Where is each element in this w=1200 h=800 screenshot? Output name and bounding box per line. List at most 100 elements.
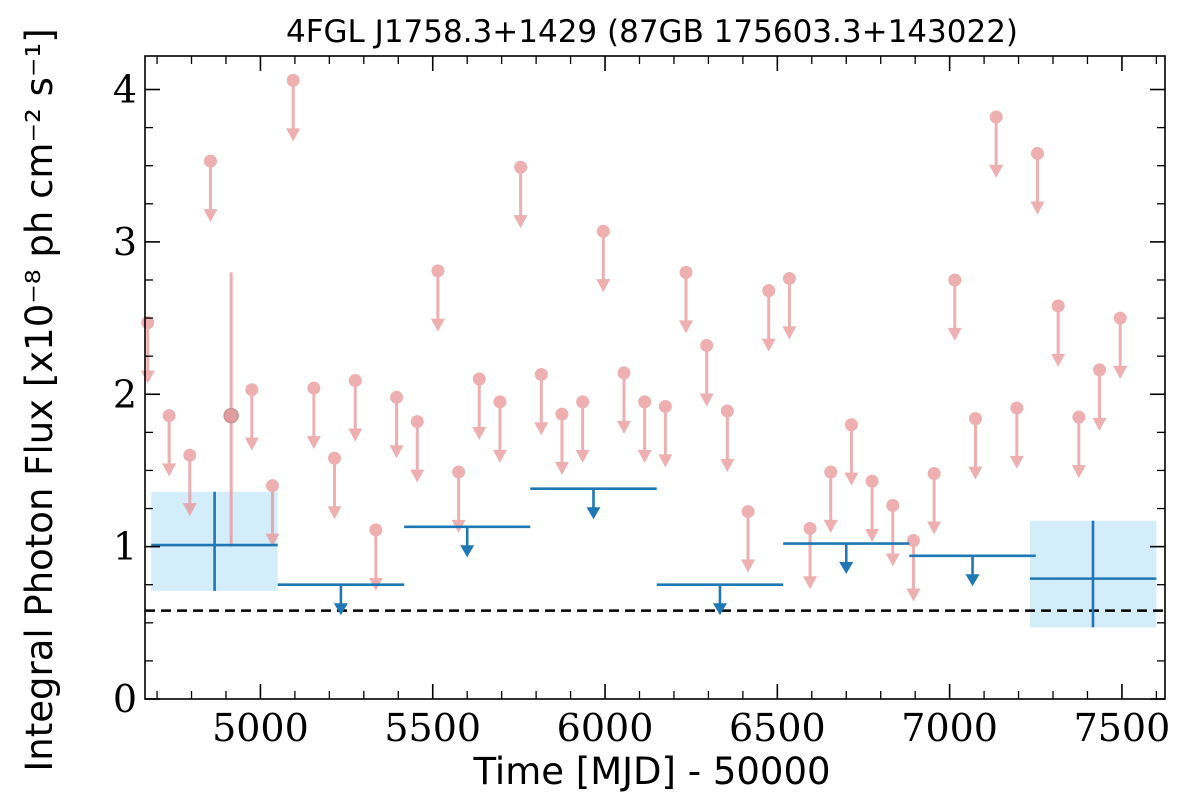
x-tick-label: 7500 (1074, 706, 1171, 750)
fine-upper-limit (761, 284, 776, 352)
fine-upper-limit-arrowhead (927, 521, 942, 535)
fine-upper-limit-marker (720, 404, 734, 418)
fine-upper-limit-arrowhead (865, 529, 880, 543)
fine-upper-limit (140, 316, 155, 384)
fine-upper-limit (679, 265, 694, 334)
fine-upper-limit-marker (596, 224, 610, 238)
fine-upper-limit-marker (679, 265, 693, 279)
y-tick-label: 3 (113, 220, 137, 264)
fine-upper-limit-marker (555, 407, 569, 421)
fine-upper-limit (534, 367, 549, 436)
fine-upper-limit (244, 383, 259, 451)
fine-upper-limit (348, 374, 363, 442)
fine-upper-limit-marker (782, 271, 796, 285)
fine-upper-limit-arrowhead (286, 128, 301, 142)
fine-upper-limit-arrowhead (1113, 366, 1128, 380)
x-axis-label: Time [MJD] - 50000 (472, 750, 830, 793)
y-tick-label: 2 (113, 372, 137, 416)
fine-upper-limit-marker (617, 366, 631, 380)
fine-upper-limit-marker (162, 409, 176, 423)
fine-upper-limit-marker (493, 395, 507, 409)
fine-upper-limit (554, 407, 569, 476)
fine-upper-limit (182, 448, 197, 517)
fine-detection (223, 272, 239, 547)
fine-upper-limit-marker (968, 412, 982, 426)
fine-upper-limit (823, 465, 838, 533)
fine-upper-limit-arrowhead (720, 458, 735, 472)
fine-upper-limit (927, 466, 942, 535)
x-tick-label: 7000 (901, 706, 998, 750)
fine-detection-marker (223, 407, 239, 424)
fine-upper-limit (306, 381, 321, 450)
fine-upper-limit-arrowhead (513, 215, 528, 229)
fine-upper-limit-arrowhead (306, 436, 321, 450)
fine-upper-limit (1009, 401, 1024, 469)
fine-upper-limit-marker (638, 395, 652, 409)
fine-upper-limit (1071, 410, 1086, 479)
fine-upper-limit-arrowhead (575, 449, 590, 463)
y-tick-label: 4 (113, 68, 137, 112)
fine-upper-limit-marker (824, 465, 838, 479)
fine-upper-limit-marker (410, 415, 424, 429)
y-tick-label: 0 (113, 677, 137, 721)
fine-upper-limit-arrowhead (182, 503, 197, 517)
fine-upper-limit-marker (762, 284, 776, 298)
coarse-upper-limit-arrowhead (586, 507, 601, 520)
fine-upper-limit (803, 521, 818, 590)
fine-upper-limit-marker (534, 367, 548, 381)
fine-upper-limit-marker (1113, 311, 1127, 325)
fine-upper-limit-marker (1093, 363, 1107, 377)
fine-upper-limit-arrowhead (203, 209, 218, 223)
coarse-upper-limit-arrowhead (333, 603, 348, 616)
fine-upper-limit-marker (658, 399, 672, 413)
fine-upper-limit (368, 523, 383, 591)
fine-upper-limit-arrowhead (637, 449, 652, 463)
fine-upper-limit (1092, 363, 1107, 431)
fine-upper-limit-arrowhead (761, 338, 776, 352)
fine-upper-limit-marker (431, 264, 445, 278)
fine-upper-limit-marker (844, 418, 858, 432)
fine-upper-limit-marker (514, 160, 528, 174)
fine-upper-limit (906, 534, 921, 602)
fine-upper-limit-marker (803, 521, 817, 535)
fine-upper-limit (968, 412, 983, 480)
fine-upper-limit (741, 505, 756, 573)
fine-upper-limit-arrowhead (679, 320, 694, 334)
fine-upper-limit (699, 339, 714, 407)
x-tick-label: 6000 (557, 706, 654, 750)
fine-upper-limit-marker (348, 374, 362, 388)
y-tick-label: 1 (113, 525, 137, 569)
fine-upper-limit-marker (472, 372, 486, 386)
fine-upper-limit-arrowhead (162, 463, 177, 477)
fine-upper-limit-marker (1031, 147, 1044, 161)
coarse-upper-limit-arrowhead (965, 574, 980, 587)
fine-upper-limit-arrowhead (1030, 201, 1045, 215)
fine-upper-limit (782, 271, 797, 340)
fine-upper-limit (451, 465, 466, 533)
fine-upper-limit-arrowhead (699, 393, 714, 407)
chart-title: 4FGL J1758.3+1429 (87GB 175603.3+143022) (286, 14, 1018, 50)
fine-upper-limit-arrowhead (1051, 353, 1066, 367)
fine-upper-limit (1113, 311, 1128, 380)
fine-upper-limit-marker (390, 390, 404, 404)
fine-upper-limit (616, 366, 631, 434)
fine-upper-limit (885, 498, 900, 567)
fine-upper-limit-arrowhead (265, 533, 280, 547)
fine-upper-limit (1030, 147, 1045, 215)
fine-upper-limit (637, 395, 652, 463)
fine-upper-limit-arrowhead (782, 326, 797, 340)
fine-upper-limit (720, 404, 735, 472)
fine-upper-limit-marker (927, 466, 941, 480)
axes: 5000 5500 6000 6500 7000 7500 0 1 2 3 4 (113, 55, 1171, 750)
fine-upper-limit-arrowhead (327, 506, 342, 520)
fine-upper-limit-marker (948, 273, 962, 287)
fine-upper-limit-arrowhead (1071, 465, 1086, 479)
fine-upper-limit-arrowhead (616, 420, 631, 434)
fine-upper-limit-marker (328, 451, 342, 465)
fine-upper-limit-arrowhead (472, 426, 487, 440)
fine-upper-limit (865, 474, 880, 543)
plot-area (140, 73, 1165, 628)
fine-upper-limit-marker (1010, 401, 1024, 415)
fine-upper-limit-marker (266, 479, 279, 493)
